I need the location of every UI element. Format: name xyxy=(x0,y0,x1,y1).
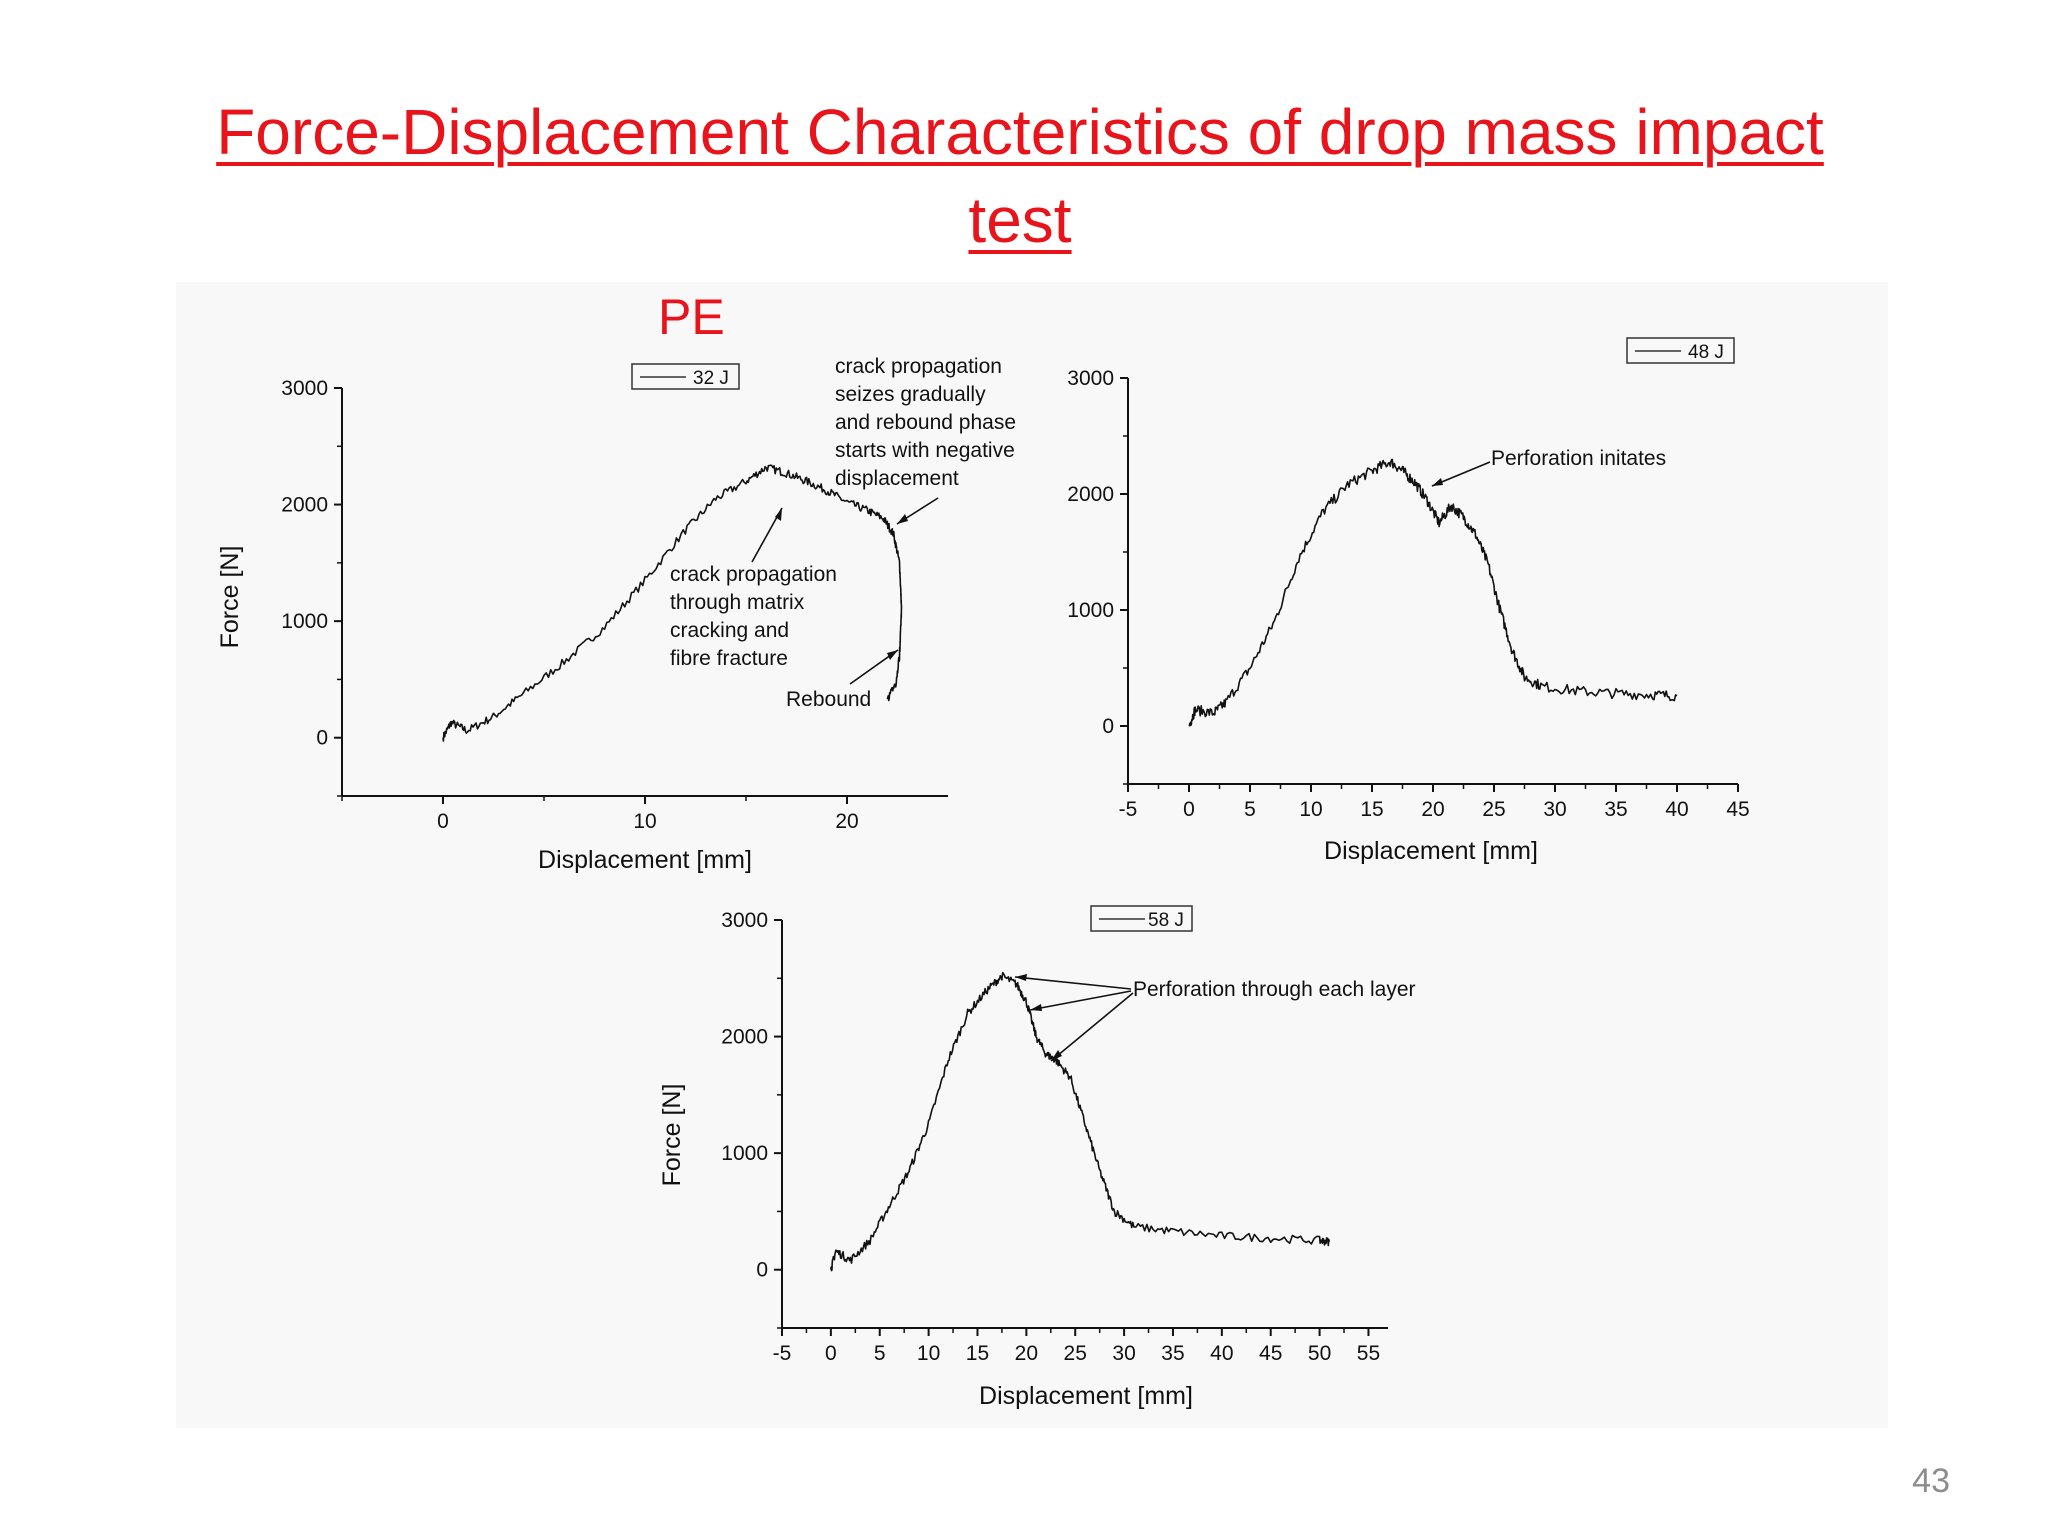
annotation-crack-seizes-line: and rebound phase xyxy=(835,411,1016,434)
plot-58j-ylabel: Force [N] xyxy=(658,1084,686,1187)
plot-48j-y-tick-label: 0 xyxy=(1102,715,1114,738)
annotation-crack-propagation-line: through matrix xyxy=(670,591,805,614)
plot-58j-xlabel: Displacement [mm] xyxy=(979,1382,1193,1410)
plot-48j-x-tick-label: 30 xyxy=(1543,798,1566,821)
plot-58j-y-tick-label: 1000 xyxy=(721,1142,768,1165)
annotation-crack-propagation-line: crack propagation xyxy=(670,563,837,586)
plot-48j-x-tick-label: -5 xyxy=(1119,798,1138,821)
plot-58j-x-tick-label: 55 xyxy=(1357,1342,1380,1365)
plot-32j-x-tick-label: 20 xyxy=(835,810,858,833)
page-number: 43 xyxy=(1912,1462,1950,1500)
plot-48j-y-tick-label: 1000 xyxy=(1067,599,1114,622)
arrow-crack-seizes-head xyxy=(897,514,908,524)
plot-48j-x-tick-label: 40 xyxy=(1665,798,1688,821)
arrow-perforation-layer-1 xyxy=(1014,976,1132,990)
annotation-rebound: Rebound xyxy=(786,688,871,711)
plot-48j-x-tick-label: 20 xyxy=(1421,798,1444,821)
plot-58j-x-tick-label: 5 xyxy=(874,1342,886,1365)
annotation-crack-seizes-line: displacement xyxy=(835,467,959,490)
plot-32j-x-tick-label: 0 xyxy=(437,810,449,833)
plot-32j-legend: 32 J xyxy=(631,363,740,390)
plot-48j-legend: 48 J xyxy=(1626,337,1735,364)
annotation-perforation-initiates: Perforation initates xyxy=(1491,447,1666,470)
arrow-perforation-layer-3 xyxy=(1050,992,1134,1062)
plot-58j-y-tick-label: 3000 xyxy=(721,909,768,932)
plot-48j-x-tick-label: 35 xyxy=(1604,798,1627,821)
plot-32j-legend-label: 32 J xyxy=(693,368,729,389)
arrow-perforation-layer-2-head xyxy=(1030,1004,1042,1011)
plot-32j-ylabel: Force [N] xyxy=(216,546,244,649)
plot-48j-x-tick-label: 10 xyxy=(1299,798,1322,821)
plot-58j-y-tick-label: 2000 xyxy=(721,1026,768,1049)
plot-48j-y-tick-label: 3000 xyxy=(1067,367,1114,390)
plot-58j-x-tick-label: 35 xyxy=(1161,1342,1184,1365)
arrow-perforation-initiates-head xyxy=(1432,478,1443,486)
plot-32j-series-line xyxy=(442,464,903,742)
slide-title: Force-Displacement Characteristics of dr… xyxy=(216,96,1824,256)
annotation-perforation-each-layer: Perforation through each layer xyxy=(1133,978,1416,1001)
annotation-crack-propagation-line: fibre fracture xyxy=(670,647,788,670)
plot-48j: Displacement [mm] 48 J Perforation inita… xyxy=(1067,337,1750,865)
annotation-crack-seizes-line: starts with negative xyxy=(835,439,1015,462)
plot-48j-x-tick-label: 0 xyxy=(1183,798,1195,821)
plot-58j-x-tick-label: -5 xyxy=(773,1342,792,1365)
plot-32j-y-tick-label: 1000 xyxy=(281,610,328,633)
plot-58j-legend: 58 J xyxy=(1090,905,1193,932)
plot-58j-y-tick-label: 0 xyxy=(756,1259,768,1282)
plot-58j-x-tick-label: 40 xyxy=(1210,1342,1233,1365)
plot-58j-x-tick-label: 25 xyxy=(1064,1342,1087,1365)
plot-58j-x-tick-label: 15 xyxy=(966,1342,989,1365)
arrow-perforation-layer-2 xyxy=(1029,990,1132,1011)
plot-48j-x-tick-label: 25 xyxy=(1482,798,1505,821)
plot-58j-x-tick-label: 10 xyxy=(917,1342,940,1365)
plot-58j-legend-label: 58 J xyxy=(1148,910,1184,931)
section-label: PE xyxy=(658,289,725,345)
plot-32j: Displacement [mm] Force [N] 32 J crack p… xyxy=(216,355,1022,874)
plot-48j-x-tick-label: 15 xyxy=(1360,798,1383,821)
plot-32j-y-tick-label: 2000 xyxy=(281,494,328,517)
annotation-crack-seizes-line: seizes gradually xyxy=(835,383,986,406)
plot-32j-xlabel: Displacement [mm] xyxy=(538,846,752,874)
plot-48j-y-tick-label: 2000 xyxy=(1067,483,1114,506)
plot-48j-legend-label: 48 J xyxy=(1688,342,1724,363)
annotation-crack-seizes-line: crack propagation xyxy=(835,355,1002,378)
plot-48j-xlabel: Displacement [mm] xyxy=(1324,837,1538,865)
figure-background xyxy=(176,282,1888,1428)
plot-32j-x-tick-label: 10 xyxy=(633,810,656,833)
plot-58j-x-tick-label: 0 xyxy=(825,1342,837,1365)
plot-58j-x-tick-label: 30 xyxy=(1112,1342,1135,1365)
plot-58j-x-tick-label: 50 xyxy=(1308,1342,1331,1365)
plot-58j-x-tick-label: 20 xyxy=(1015,1342,1038,1365)
plot-48j-x-tick-label: 5 xyxy=(1244,798,1256,821)
plot-48j-series-line xyxy=(1188,458,1678,727)
plot-32j-y-tick-label: 3000 xyxy=(281,377,328,400)
plot-58j: Displacement [mm] Force [N] 58 J Perfora… xyxy=(658,905,1416,1410)
plot-48j-x-tick-label: 45 xyxy=(1726,798,1749,821)
arrow-crack-propagation-head xyxy=(775,508,782,521)
plot-58j-x-tick-label: 45 xyxy=(1259,1342,1282,1365)
arrow-perforation-layer-1-head xyxy=(1015,974,1027,981)
plot-58j-series-line xyxy=(830,971,1331,1272)
arrow-rebound-head xyxy=(887,650,898,660)
plot-32j-y-tick-label: 0 xyxy=(316,727,328,750)
annotation-crack-propagation-line: cracking and xyxy=(670,619,789,642)
annotation-crack-propagation: crack propagation through matrix crackin… xyxy=(670,563,843,670)
annotation-crack-seizes: crack propagation seizes gradually and r… xyxy=(835,355,1022,490)
